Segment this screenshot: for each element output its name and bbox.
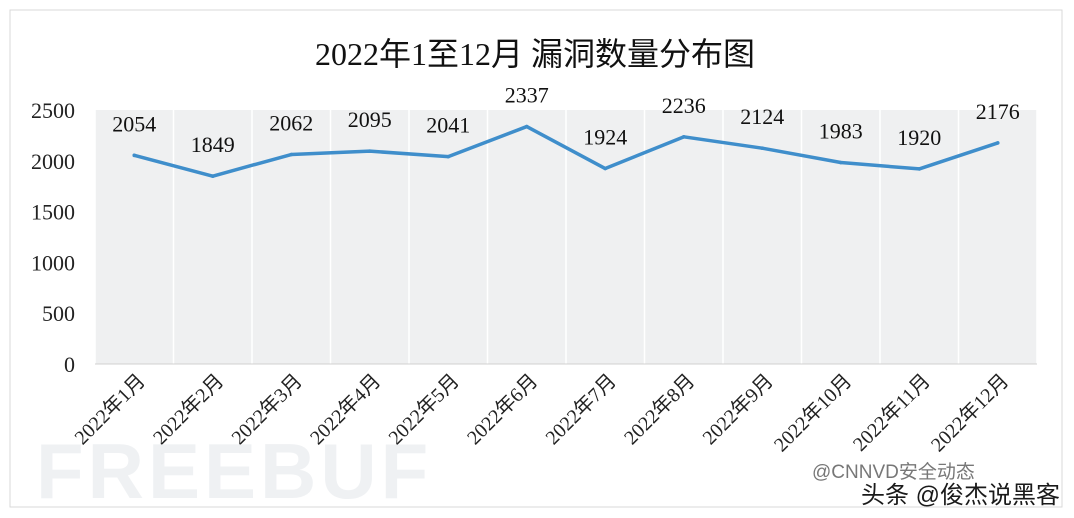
data-point — [681, 135, 686, 139]
y-tick-label: 1000 — [31, 250, 75, 275]
data-label: 1924 — [583, 125, 627, 150]
y-tick-label: 2500 — [31, 98, 75, 123]
data-point — [210, 174, 215, 178]
data-label: 2236 — [662, 93, 706, 118]
data-point — [367, 149, 372, 153]
data-label: 1983 — [819, 119, 863, 144]
data-label: 2054 — [112, 111, 156, 136]
data-label: 2095 — [348, 107, 392, 132]
data-label: 1920 — [897, 125, 941, 150]
y-tick-label: 500 — [42, 301, 75, 326]
data-point — [760, 146, 765, 151]
y-tick-label: 0 — [64, 352, 75, 377]
data-point — [995, 141, 1000, 145]
data-label: 2062 — [269, 111, 313, 136]
data-point — [838, 160, 843, 165]
chart-border — [9, 9, 1063, 508]
data-point — [603, 166, 608, 171]
data-label: 2337 — [505, 83, 549, 108]
data-point — [132, 153, 137, 158]
chart-title: 2022年1至12月 漏洞数量分布图 — [315, 36, 755, 72]
freebuf-watermark-logo: FREEBUF — [36, 427, 432, 515]
data-label: 2176 — [976, 99, 1020, 124]
series-line — [132, 124, 1000, 178]
data-point — [446, 154, 451, 159]
y-tick-label: 1500 — [31, 200, 75, 225]
data-point — [289, 152, 294, 157]
data-label: 2124 — [740, 104, 784, 129]
data-label: 2041 — [426, 113, 470, 138]
watermark-credit: 头条 @俊杰说黑客 — [861, 482, 1060, 509]
y-tick-label: 2000 — [31, 149, 75, 174]
data-point — [917, 167, 922, 171]
watermark-caption: @CNNVD安全动态 — [812, 461, 975, 483]
data-label: 1849 — [191, 132, 235, 157]
data-point — [524, 124, 529, 129]
